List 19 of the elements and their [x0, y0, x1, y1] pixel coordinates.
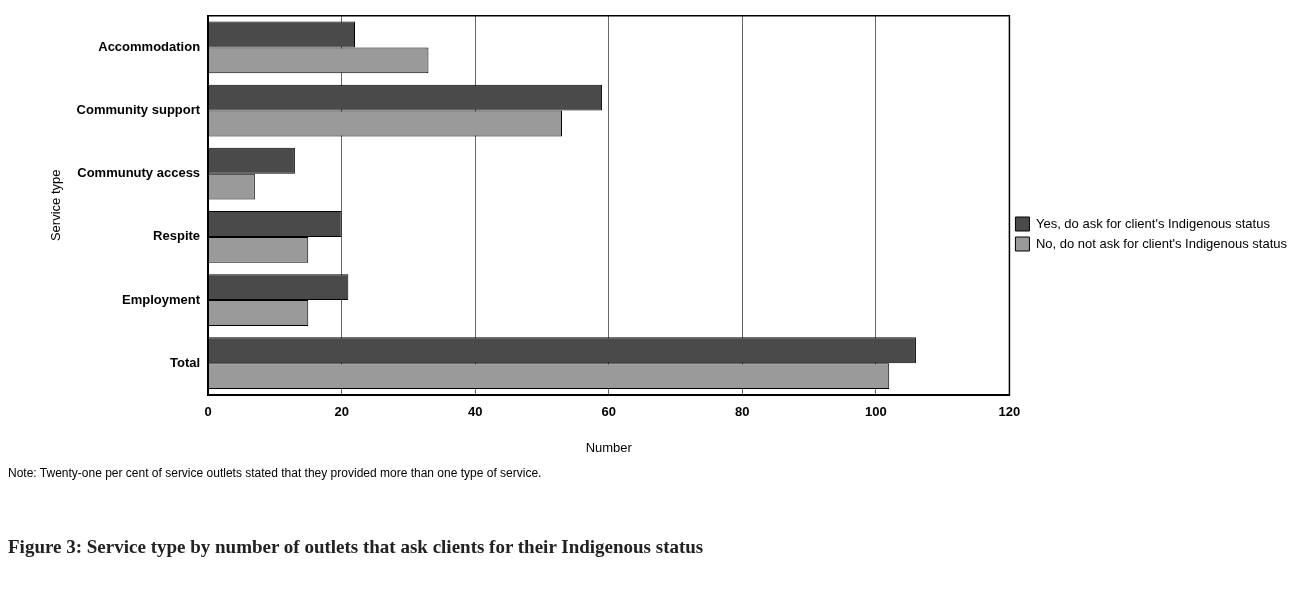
y-tick-label: Communuty access: [77, 165, 201, 181]
x-tick-label: 20: [334, 404, 349, 420]
y-tick-label: Accommodation: [98, 38, 201, 54]
x-tick-label: 60: [601, 404, 616, 420]
x-tick-label: 100: [865, 404, 887, 420]
text: Note: Twenty-one per cent of service outlets stated that they provided more than one type of service.: [8, 466, 542, 480]
x-axis-title: Number: [585, 439, 633, 455]
y-axis-title: Service type: [48, 169, 64, 242]
text: Figure 3: Service type by number of outlets that ask clients for their Indigenous status: [8, 536, 704, 558]
y-tick-label: Employment: [122, 291, 201, 307]
x-tick-label: 0: [204, 404, 212, 420]
y-tick-label: Respite: [153, 228, 201, 244]
x-tick-label: 40: [467, 404, 483, 420]
y-tick-label: Total: [170, 354, 201, 370]
legend-label: No, do not ask for client's Indigenous status: [1035, 235, 1288, 251]
x-tick-label: 80: [735, 404, 750, 420]
x-tick-label: 120: [998, 404, 1021, 420]
legend-label: Yes, do ask for client's Indigenous status: [1035, 215, 1271, 231]
y-tick-label: Community support: [76, 102, 201, 118]
